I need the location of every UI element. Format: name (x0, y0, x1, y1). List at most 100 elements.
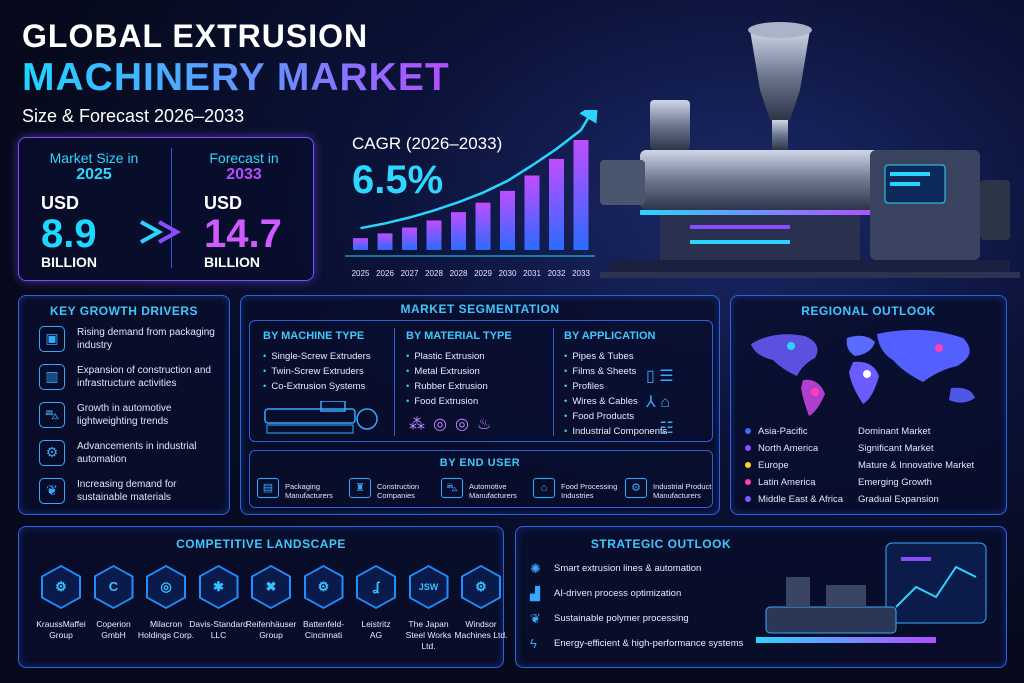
company-logo-icon: ʆ (356, 565, 396, 609)
region-row: Asia-Pacific Dominant Market (745, 423, 995, 440)
company-glyph: ʆ (358, 567, 394, 607)
chart-tick-label: 2027 (401, 269, 419, 278)
market-segmentation-panel: MARKET SEGMENTATION BY MACHINE TYPE Sing… (240, 295, 720, 515)
region-name: North America (758, 443, 819, 454)
forecast-year: 2033 (226, 166, 262, 183)
chart-bar (451, 212, 466, 250)
company-line1: Milacron (149, 619, 183, 629)
forecast-label: Forecast in (209, 150, 279, 166)
company-name: Windsor Machines Ltd. (451, 619, 511, 641)
region-name: Middle East & Africa (758, 494, 844, 505)
end-user-title: BY END USER (439, 457, 521, 469)
company-line1: Battenfeld- (302, 619, 345, 629)
regional-title: REGIONAL OUTLOOK (801, 304, 936, 318)
end-user-box (249, 450, 713, 508)
region-dot (745, 428, 751, 435)
company-name: Leistritz AG (346, 619, 406, 641)
segment-item: Films & Sheets (564, 364, 667, 379)
chart-tick-label: 2033 (572, 269, 590, 278)
strategic-title: STRATEGIC OUTLOOK (590, 537, 732, 551)
company-line2: Machines Ltd. (454, 630, 508, 640)
company-name: The Japan Steel Works Ltd. (399, 619, 459, 652)
chart-bar (353, 238, 368, 250)
company-glyph: ⚙ (463, 567, 499, 607)
segment-item: Rubber Extrusion (406, 379, 487, 394)
driver-item: Advancements in industrial automation (77, 441, 197, 465)
segment-item: Food Products (564, 409, 667, 424)
segment-item: Metal Extrusion (406, 364, 488, 379)
subtitle: Size & Forecast 2026–2033 (22, 106, 245, 126)
end-user-icon: ♜ (349, 478, 371, 498)
company-line1: Davis-Standard (189, 619, 248, 629)
strategic-item: Sustainable polymer processing (554, 613, 689, 624)
chart-bar (426, 220, 442, 250)
company-logo-icon: JSW (408, 565, 449, 609)
end-user-line2: Manufacturers (469, 491, 517, 500)
end-user-line1: Food Processing (561, 482, 618, 491)
competitive-title: COMPETITIVE LANDSCAPE (176, 537, 346, 551)
company-name: KraussMaffei Group (31, 619, 91, 641)
segment-item: Pipes & Tubes (564, 349, 667, 364)
region-dot (745, 462, 751, 469)
region-row: Latin America Emerging Growth (745, 474, 995, 491)
company-line2: Cincinnati (304, 630, 343, 640)
company-name: Coperion GmbH (84, 619, 144, 641)
company-name: Reifenhäuser Group (241, 619, 301, 641)
segment-item: Wires & Cables (564, 394, 667, 409)
company-logo-icon: ⚙ (461, 565, 501, 609)
end-user-line1: Construction (377, 482, 420, 491)
strategic-item: Smart extrusion lines & automation (554, 563, 702, 574)
competitive-landscape-panel: COMPETITIVE LANDSCAPE ⚙ KraussMaffei Group… (18, 526, 507, 668)
title-line2: MACHINERY MARKET (22, 56, 450, 99)
machine-type-title: BY MACHINE TYPE (263, 330, 365, 342)
segment-item: Co-Extrusion Systems (263, 379, 371, 394)
material-type-title: BY MATERIAL TYPE (406, 330, 512, 342)
chart-bar (402, 227, 417, 250)
company-line1: Coperion (96, 619, 131, 629)
chart-bar (524, 175, 540, 250)
market-size-label: Market Size in (49, 150, 139, 166)
company-glyph: ✖ (253, 567, 289, 607)
company-logo-icon: ✖ (251, 565, 291, 609)
company-line2: Steel Works Ltd. (405, 630, 452, 651)
segmentation-title: MARKET SEGMENTATION (400, 302, 560, 316)
company-line2: GmbH (101, 630, 126, 640)
company-logo-icon: ✱ (198, 565, 239, 609)
title-line1: GLOBAL EXTRUSION (22, 18, 369, 54)
segment-item: Profiles (564, 379, 667, 394)
chart-bar (377, 233, 393, 250)
drivers-title: KEY GROWTH DRIVERS (49, 304, 199, 318)
application-title: BY APPLICATION (564, 330, 656, 342)
company-line2: LLC (210, 630, 227, 640)
chart-tick-label: 2030 (499, 269, 517, 278)
end-user-icon: ⛍ (441, 478, 463, 498)
region-status: Significant Market (858, 443, 934, 454)
material-icons: ⁂◎◎♨ (409, 416, 500, 433)
chart-tick-label: 2028 (425, 269, 443, 278)
company-glyph: ◎ (148, 567, 184, 607)
company-line2: Group (49, 630, 73, 640)
region-status: Emerging Growth (858, 477, 932, 488)
chart-tick-label: 2031 (523, 269, 541, 278)
chart-bar (573, 140, 589, 250)
region-row: Middle East & Africa Gradual Expansion (745, 491, 995, 508)
segmentation-inner-box (249, 320, 713, 442)
forecast-currency: USD (204, 193, 243, 213)
end-user-item: Industrial Product Manufacturers (653, 482, 719, 500)
end-user-line2: Manufacturers (653, 491, 701, 500)
region-status: Gradual Expansion (858, 494, 939, 505)
driver-item: Expansion of construction and infrastruc… (77, 365, 211, 389)
box-icon: ▣ (39, 326, 65, 352)
chart-tick-label: 2029 (474, 269, 492, 278)
end-user-line1: Packaging (285, 482, 321, 491)
company-logo-icon: ◎ (146, 565, 186, 609)
company-line1: Leistritz (361, 619, 391, 629)
growth-trend-arrow (360, 110, 599, 230)
region-name: Europe (758, 460, 789, 471)
segment-item: Single-Screw Extruders (263, 349, 370, 364)
region-row: North America Significant Market (745, 440, 995, 457)
leaf-icon: ❦ (530, 611, 541, 626)
company-line2: Group (259, 630, 283, 640)
smart-line-illustration (756, 542, 987, 643)
company-logo-icon: ⚙ (303, 565, 344, 609)
